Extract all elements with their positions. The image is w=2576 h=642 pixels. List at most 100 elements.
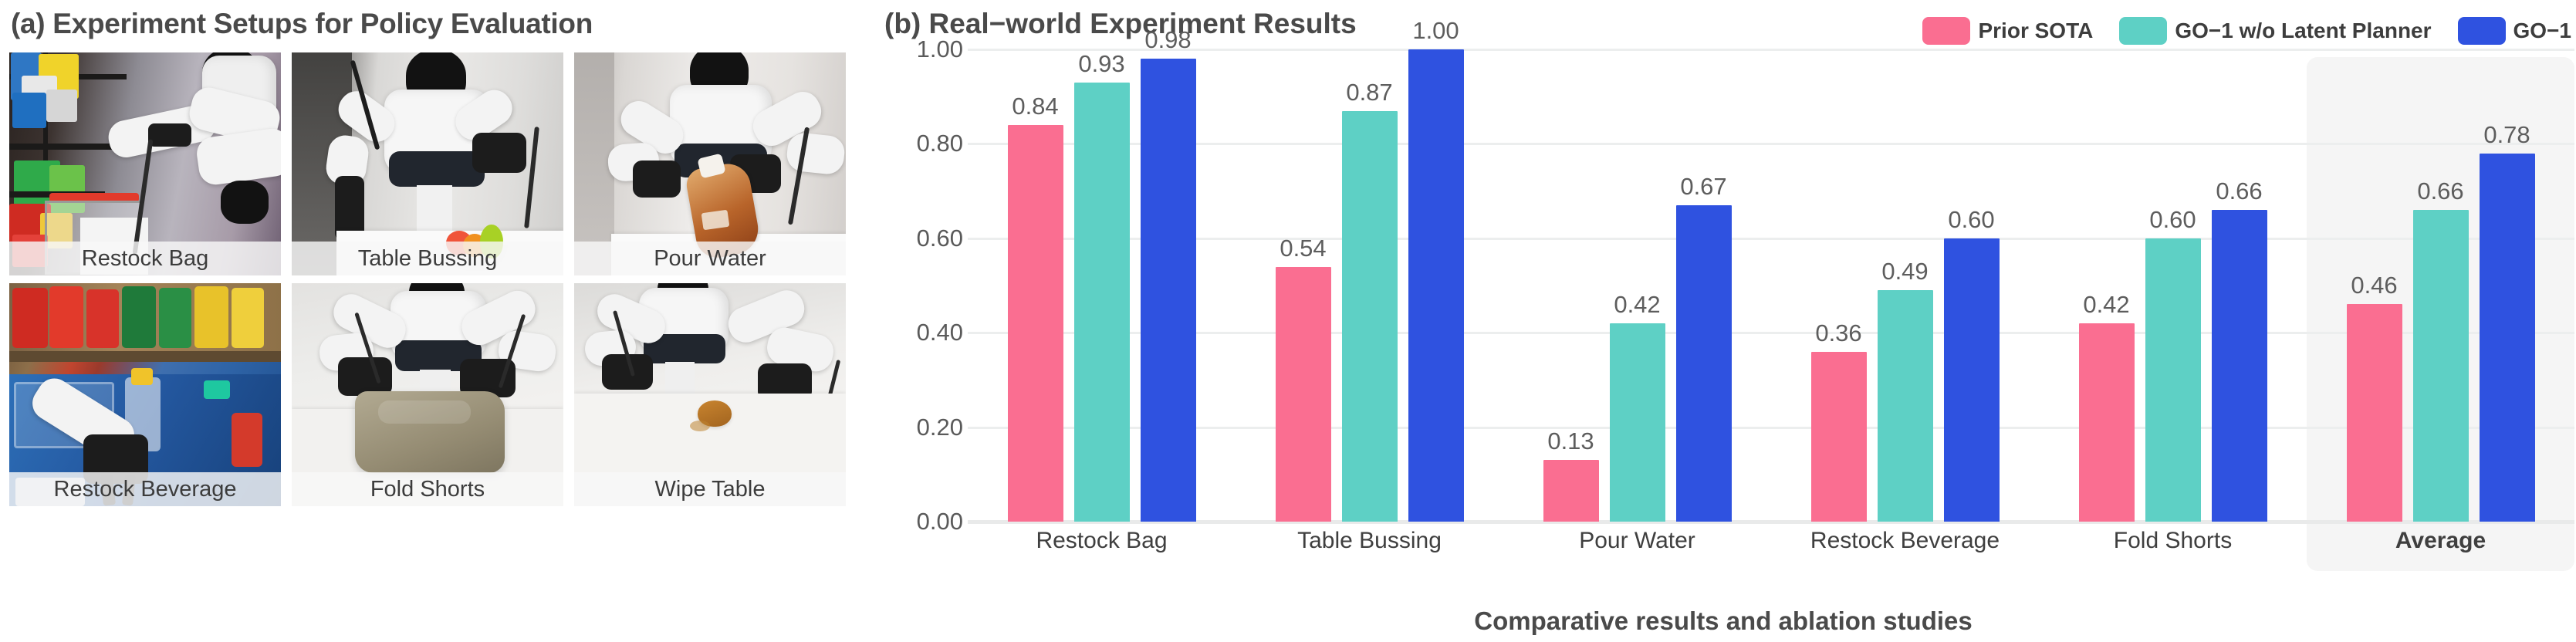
x-axis-line: [968, 520, 2574, 524]
panel-a-experiment-setups: (a) Experiment Setups for Policy Evaluat…: [0, 0, 864, 642]
y-axis-tick-label: 0.20: [916, 413, 963, 441]
bar-value-label: 0.84: [1012, 92, 1059, 120]
bar-wrapper: 0.67: [1675, 49, 1732, 522]
gridline: [968, 49, 2574, 51]
bar-wrapper: 0.66: [2412, 49, 2469, 522]
bar-wrapper: 0.42: [1609, 49, 1665, 522]
y-axis-tick-label: 0.80: [916, 130, 963, 157]
bar-value-label: 0.66: [2417, 177, 2464, 205]
x-axis-tick-label: Pour Water: [1579, 528, 1695, 553]
bar-wrapper: 0.54: [1275, 49, 1331, 522]
legend-item[interactable]: GO−1: [2457, 17, 2571, 45]
bar-group: 0.84 0.93 0.98: [968, 26, 1236, 522]
photo-caption: Fold Shorts: [292, 472, 563, 506]
bar-wrapper: 0.60: [1943, 49, 2000, 522]
legend-label: Prior SOTA: [1978, 19, 2094, 42]
panel-a-title: (a) Experiment Setups for Policy Evaluat…: [11, 8, 593, 39]
bar-value-label: 0.93: [1078, 49, 1125, 77]
bar[interactable]: [1810, 351, 1867, 522]
bar[interactable]: [1408, 49, 1464, 522]
gridline: [968, 426, 2574, 429]
bar-group: 0.36 0.49 0.60: [1771, 49, 2039, 522]
photo-pour-water: Pour Water: [574, 52, 846, 275]
legend-label: GO−1 w/o Latent Planner: [2175, 19, 2432, 42]
bar[interactable]: [2346, 304, 2402, 522]
y-axis-tick-label: 1.00: [916, 35, 963, 63]
y-axis-tick-label: 0.00: [916, 508, 963, 535]
bar[interactable]: [1943, 238, 2000, 522]
legend-swatch-icon: [2119, 17, 2168, 45]
bar-value-label: 0.49: [1881, 258, 1929, 286]
photo-wipe-table: Wipe Table: [574, 283, 846, 506]
bar[interactable]: [1073, 82, 1130, 522]
bar-group-bars: 0.54 0.87 1.00: [1236, 17, 1503, 522]
bar-value-label: 0.13: [1547, 427, 1594, 455]
bar-value-label: 0.66: [2216, 177, 2263, 205]
x-axis-tick-label: Restock Beverage: [1810, 528, 2000, 553]
footer-caption-holder: Comparative results and ablation studies: [870, 607, 2576, 636]
bar-value-label: 0.42: [2083, 290, 2130, 318]
bar-value-label: 0.98: [1144, 26, 1192, 54]
bar-group-bars: 0.84 0.93 0.98: [968, 26, 1236, 522]
bar-group-bars: 0.13 0.42 0.67: [1503, 49, 1771, 522]
bar[interactable]: [1007, 124, 1063, 522]
photo-image: [9, 283, 281, 506]
bar[interactable]: [1609, 323, 1665, 522]
bar-group-bars: 0.46 0.66 0.78: [2307, 49, 2574, 522]
photo-grid: Restock Bag: [9, 52, 846, 506]
bar[interactable]: [2211, 210, 2267, 522]
bar[interactable]: [1675, 204, 1732, 522]
bar-wrapper: 0.87: [1341, 49, 1398, 522]
bar-wrapper: 0.36: [1810, 49, 1867, 522]
bar-value-label: 0.60: [2149, 205, 2196, 233]
photo-restock-beverage: Restock Beverage: [9, 283, 281, 506]
bar-group-bars: 0.42 0.60 0.66: [2039, 49, 2307, 522]
bar-value-label: 0.36: [1815, 319, 1862, 346]
photo-caption: Table Bussing: [292, 242, 563, 275]
bar[interactable]: [2145, 238, 2201, 522]
y-axis-tick-label: 0.40: [916, 319, 963, 346]
gridline: [968, 143, 2574, 146]
legend-item[interactable]: GO−1 w/o Latent Planner: [2119, 17, 2457, 45]
bar[interactable]: [2412, 210, 2469, 522]
bar-wrapper: 0.13: [1543, 49, 1599, 522]
bar-group-bars: 0.36 0.49 0.60: [1771, 49, 2039, 522]
chart-plot: 0.00 0.20 0.40 0.60 0.80 1.00 0.84 0.93 0.98 0.5…: [870, 17, 2576, 571]
bar-value-label: 1.00: [1412, 17, 1459, 44]
bar[interactable]: [1341, 110, 1398, 522]
bar-value-label: 0.87: [1346, 78, 1393, 106]
bar[interactable]: [1275, 266, 1331, 522]
y-axis-tick-label: 0.60: [916, 224, 963, 252]
bar[interactable]: [1877, 290, 1933, 522]
bar-group: 0.46 0.66 0.78: [2307, 49, 2574, 522]
gridline: [968, 332, 2574, 335]
x-axis-tick-label: Restock Bag: [1036, 528, 1168, 553]
bar[interactable]: [2479, 153, 2535, 522]
bar-group: 0.13 0.42 0.67: [1503, 49, 1771, 522]
bar-value-label: 0.67: [1680, 172, 1727, 200]
bar-wrapper: 0.93: [1073, 49, 1130, 522]
photo-caption: Pour Water: [574, 242, 846, 275]
bar-value-label: 0.42: [1614, 290, 1661, 318]
photo-fold-shorts: Fold Shorts: [292, 283, 563, 506]
bar-wrapper: 0.49: [1877, 49, 1933, 522]
legend-swatch-icon: [2457, 17, 2506, 45]
plot-area: 0.84 0.93 0.98 0.54 0.87 1.00 0.13 0.42 0.67 0.36…: [968, 17, 2574, 571]
photo-table-bussing: Table Bussing: [292, 52, 563, 275]
legend-swatch-icon: [1922, 17, 1971, 45]
bar[interactable]: [1140, 59, 1196, 522]
photo-caption: Wipe Table: [574, 472, 846, 506]
bar[interactable]: [1543, 460, 1599, 522]
bar-value-label: 0.78: [2483, 120, 2530, 148]
bar-wrapper: 0.42: [2078, 49, 2135, 522]
bar-wrapper: 0.60: [2145, 49, 2201, 522]
photo-caption: Restock Beverage: [9, 472, 281, 506]
chart-title: (b) Real−world Experiment Results: [884, 8, 1357, 39]
bar-groups: 0.84 0.93 0.98 0.54 0.87 1.00 0.13 0.42 0.67 0.36…: [968, 17, 2574, 522]
bar[interactable]: [2078, 323, 2135, 522]
legend-item[interactable]: Prior SOTA: [1922, 17, 2119, 45]
photo-restock-bag: Restock Bag: [9, 52, 281, 275]
bar-value-label: 0.60: [1948, 205, 1995, 233]
y-axis: 0.00 0.20 0.40 0.60 0.80 1.00: [877, 35, 963, 535]
